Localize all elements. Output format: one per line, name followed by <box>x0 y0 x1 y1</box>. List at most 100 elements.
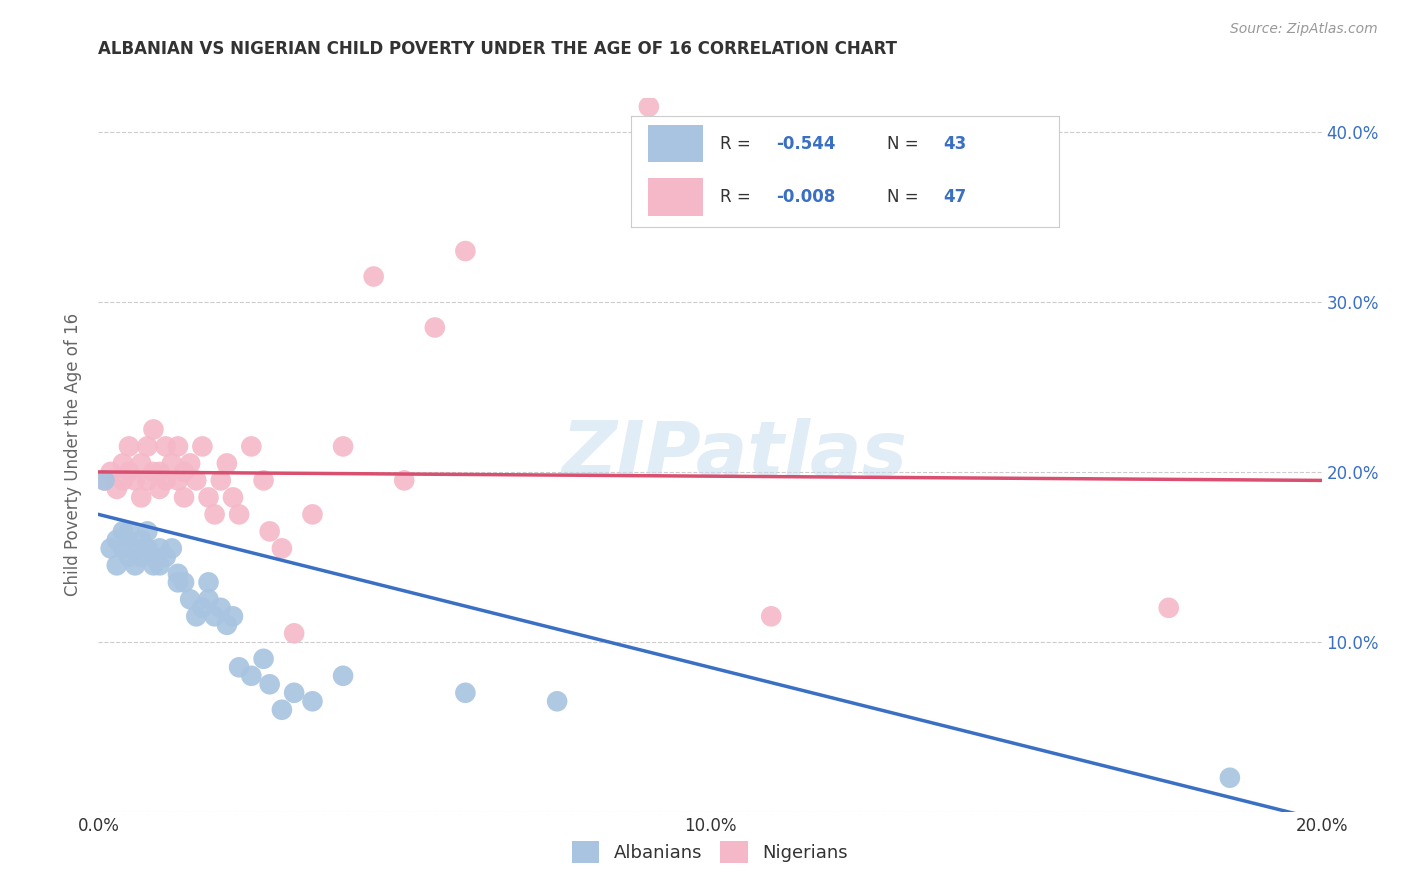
Point <box>129 549 152 564</box>
Point <box>215 617 238 632</box>
Point <box>93 474 115 488</box>
Text: ALBANIAN VS NIGERIAN CHILD POVERTY UNDER THE AGE OF 16 CORRELATION CHART: ALBANIAN VS NIGERIAN CHILD POVERTY UNDER… <box>98 40 897 58</box>
Point <box>454 686 477 700</box>
Point <box>124 474 146 488</box>
Point <box>197 592 219 607</box>
Text: Source: ZipAtlas.com: Source: ZipAtlas.com <box>1230 22 1378 37</box>
Point <box>160 457 183 471</box>
Point <box>301 694 323 708</box>
Text: R =: R = <box>720 135 756 153</box>
Y-axis label: Child Poverty Under the Age of 16: Child Poverty Under the Age of 16 <box>65 313 83 597</box>
Point <box>186 474 208 488</box>
Point <box>252 652 274 666</box>
Point <box>129 457 152 471</box>
Point <box>155 549 177 564</box>
Point <box>155 439 177 453</box>
Text: R =: R = <box>720 187 756 206</box>
Point <box>142 558 165 573</box>
Point <box>259 524 281 539</box>
Point <box>1157 600 1180 615</box>
Point <box>111 541 134 556</box>
Point <box>191 600 214 615</box>
Point <box>111 457 134 471</box>
Point <box>129 533 152 547</box>
Point <box>149 465 172 479</box>
Point <box>136 439 159 453</box>
Point <box>142 465 165 479</box>
Point <box>136 541 159 556</box>
Legend: Albanians, Nigerians: Albanians, Nigerians <box>565 834 855 871</box>
Point <box>93 474 115 488</box>
Point <box>173 465 195 479</box>
Point <box>191 439 214 453</box>
Point <box>118 465 141 479</box>
Point <box>118 524 141 539</box>
Point <box>204 609 226 624</box>
Point <box>252 474 274 488</box>
Point <box>197 575 219 590</box>
Point <box>222 491 245 505</box>
Point <box>142 549 165 564</box>
Point <box>363 269 385 284</box>
Point <box>136 524 159 539</box>
Point <box>423 320 446 334</box>
Point <box>240 669 263 683</box>
Text: N =: N = <box>887 135 924 153</box>
Point <box>259 677 281 691</box>
Point <box>222 609 245 624</box>
Text: ZIPatlas: ZIPatlas <box>561 418 907 491</box>
Point <box>759 609 782 624</box>
Point <box>204 508 226 522</box>
Point <box>160 541 183 556</box>
Point <box>392 474 416 488</box>
Point <box>167 439 190 453</box>
Point <box>283 626 305 640</box>
Point <box>179 592 201 607</box>
Point <box>105 558 128 573</box>
Bar <box>648 178 703 216</box>
Point <box>546 694 568 708</box>
Point <box>149 482 172 496</box>
Point <box>228 508 250 522</box>
Point <box>209 474 232 488</box>
Point <box>149 558 172 573</box>
Point <box>209 600 232 615</box>
Point <box>1219 771 1241 785</box>
Point <box>186 609 208 624</box>
Point <box>283 686 305 700</box>
Point <box>124 541 146 556</box>
Point <box>197 491 219 505</box>
Point <box>301 508 323 522</box>
Point <box>228 660 250 674</box>
Text: 43: 43 <box>943 135 966 153</box>
Text: -0.544: -0.544 <box>776 135 835 153</box>
Point <box>637 100 661 114</box>
Point <box>124 558 146 573</box>
Text: -0.008: -0.008 <box>776 187 835 206</box>
Point <box>270 541 292 556</box>
Text: 47: 47 <box>943 187 966 206</box>
Point <box>142 422 165 436</box>
Point <box>167 575 190 590</box>
Text: N =: N = <box>887 187 924 206</box>
Point <box>129 491 152 505</box>
Point <box>155 474 177 488</box>
Point <box>118 549 141 564</box>
Point <box>136 474 159 488</box>
Point <box>332 439 354 453</box>
Point <box>149 541 172 556</box>
Point <box>454 244 477 258</box>
Point <box>167 566 190 581</box>
Point <box>105 482 128 496</box>
Point <box>270 703 292 717</box>
Point <box>105 533 128 547</box>
Point <box>240 439 263 453</box>
Point <box>100 465 122 479</box>
Bar <box>648 125 703 162</box>
Point <box>100 541 122 556</box>
Point <box>179 457 201 471</box>
Point <box>173 575 195 590</box>
Point <box>167 474 190 488</box>
Point <box>111 474 134 488</box>
Point <box>173 491 195 505</box>
